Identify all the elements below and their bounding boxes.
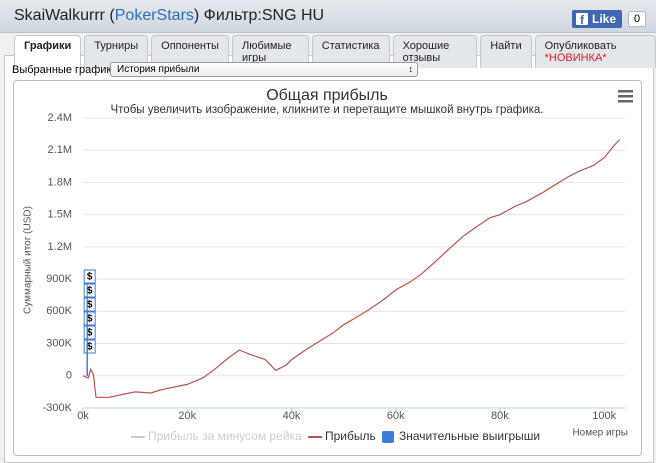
top-bar: SkaiWalkurrr (PokerStars) Фильтр:SNG HU … [0, 0, 656, 33]
like-button[interactable]: f Like [572, 10, 623, 28]
y-tick-label: 1.2M [48, 241, 72, 253]
legend-label[interactable]: Прибыль за минусом рейка [148, 429, 302, 443]
x-tick-label: 20k [178, 410, 196, 422]
title-prefix: SkaiWalkurrr ( [14, 7, 115, 24]
x-tick-label: 100k [592, 410, 616, 422]
tab-label: Опубликовать [544, 40, 617, 52]
site-link[interactable]: PokerStars [114, 7, 194, 24]
x-tick-label: 80k [491, 410, 509, 422]
chart-subtitle: Чтобы увеличить изображение, кликните и … [111, 104, 544, 116]
menu-button[interactable] [618, 90, 633, 103]
flag-label: $ [87, 286, 93, 297]
chart-title: Общая прибыль [266, 87, 388, 104]
facebook-like: f Like 0 [572, 10, 647, 28]
y-axis-label: Суммарный итог (USD) [23, 206, 34, 314]
selector-label: Выбранные графики: [12, 64, 121, 76]
flag[interactable] [83, 269, 96, 284]
flag[interactable] [83, 325, 96, 340]
y-tick-label: 300K [46, 337, 72, 349]
tab[interactable]: Опубликовать *НОВИНКА* [534, 35, 656, 68]
title-suffix: ) Фильтр:SNG HU [193, 7, 325, 24]
flag[interactable] [83, 283, 96, 298]
tab-label: Оппоненты [161, 40, 219, 52]
like-label: Like [592, 12, 617, 26]
tab-label: Найти [490, 40, 522, 52]
profit-line [82, 139, 621, 398]
tab-label: Статистика [321, 40, 380, 52]
flag-label: $ [87, 328, 93, 339]
flag[interactable] [83, 297, 96, 312]
flag-label: $ [87, 300, 93, 311]
y-tick-label: 1.8M [48, 176, 72, 188]
content [4, 55, 654, 463]
page-title: SkaiWalkurrr (PokerStars) Фильтр:SNG HU [14, 7, 324, 25]
y-tick-label: 0 [66, 370, 72, 382]
y-tick-label: 2.1M [48, 144, 72, 156]
flag-label: $ [87, 314, 93, 325]
y-tick-label: -300K [43, 402, 73, 414]
y-tick-label: 600K [46, 305, 72, 317]
x-tick-label: 0k [77, 410, 89, 422]
tab-label: Хорошие отзывы [402, 40, 450, 64]
flag[interactable] [83, 339, 96, 354]
flag-label: $ [87, 272, 93, 283]
x-tick-label: 60k [387, 410, 405, 422]
y-tick-label: 1.5M [48, 209, 72, 221]
y-tick-label: 900K [46, 273, 72, 285]
like-count: 0 [628, 11, 647, 27]
chart-panel [13, 80, 642, 456]
fb-logo: f [576, 13, 588, 27]
y-tick-label: 2.4M [48, 112, 72, 124]
tab-label: Любимые игры [241, 40, 292, 64]
flag-label: $ [87, 342, 93, 353]
tab-label: Турниры [94, 40, 139, 52]
legend-label[interactable]: Прибыль [325, 429, 376, 443]
chart-selector[interactable]: История прибыли [110, 62, 418, 77]
flag[interactable] [83, 311, 96, 326]
tab[interactable]: Найти [480, 35, 532, 68]
legend-symbol [382, 431, 394, 443]
tab-label: Графики [24, 40, 72, 52]
legend-label[interactable]: Значительные выигрыши [399, 429, 540, 443]
x-axis-label: Номер игры [572, 428, 628, 439]
tab-badge: *НОВИНКА* [544, 52, 607, 64]
tab[interactable]: Графики [14, 35, 82, 68]
x-tick-label: 40k [283, 410, 301, 422]
